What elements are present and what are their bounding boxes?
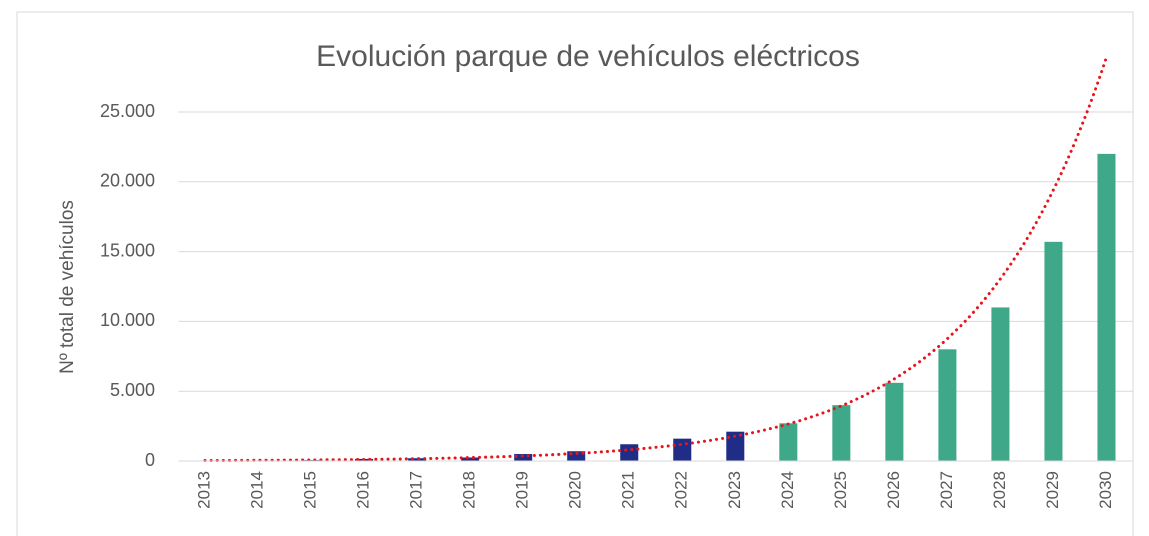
bar [779,423,798,461]
bar [726,431,745,461]
x-tick-label: 2024 [778,471,797,509]
bar [1097,153,1116,461]
y-tick-label: 10.000 [100,310,155,330]
x-tick-label: 2023 [725,471,744,509]
bar [885,382,904,461]
x-tick-label: 2019 [513,471,532,509]
chart-title: Evolución parque de vehículos eléctricos [316,40,860,73]
x-tick-label: 2016 [354,471,373,509]
x-tick-label: 2021 [619,471,638,509]
x-tick-label: 2013 [194,471,213,509]
y-tick-label: 15.000 [100,240,155,260]
x-tick-label: 2022 [672,471,691,509]
x-tick-label: 2015 [301,471,320,509]
y-tick-label: 0 [145,450,155,470]
bar [991,307,1010,461]
bar [1044,241,1063,461]
bar [620,444,639,461]
bar [938,349,957,461]
y-tick-label: 25.000 [100,101,155,121]
bar [567,451,586,461]
x-tick-label: 2027 [937,471,956,509]
x-tick-label: 2030 [1096,471,1115,509]
bar [514,454,533,461]
x-tick-label: 2028 [990,471,1009,509]
x-tick-label: 2020 [566,471,585,509]
y-tick-label: 20.000 [100,171,155,191]
bar [673,438,692,461]
trend-line [203,55,1108,462]
x-tick-label: 2025 [831,471,850,509]
bar [408,458,427,461]
bar [461,457,480,461]
y-tick-label: 5.000 [110,380,155,400]
x-tick-label: 2026 [884,471,903,509]
y-axis-label: Nº total de vehículos [57,200,78,374]
x-tick-label: 2029 [1043,471,1062,509]
bar [832,405,851,461]
x-tick-label: 2017 [407,471,426,509]
x-tick-label: 2018 [460,471,479,509]
x-tick-label: 2014 [248,471,267,509]
